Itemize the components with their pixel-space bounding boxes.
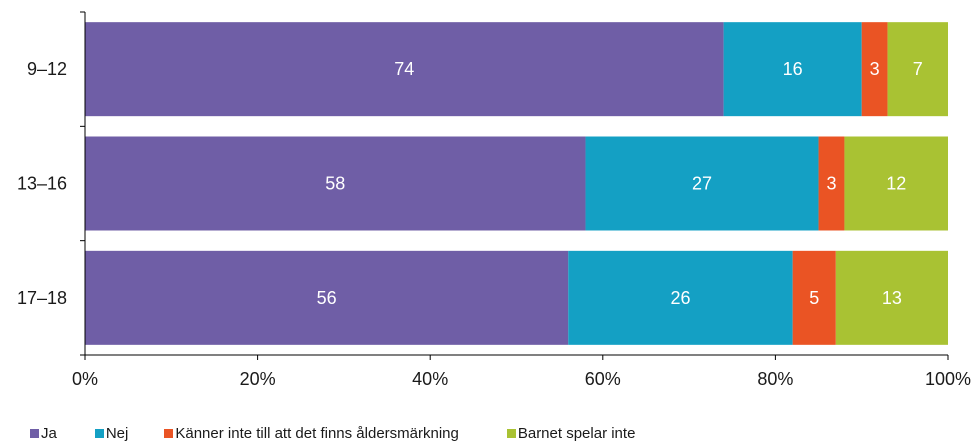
data-label-3-1: 56 xyxy=(317,288,337,308)
legend-label-1: Ja xyxy=(41,424,57,442)
data-label-3-4: 13 xyxy=(882,288,902,308)
data-label-2-1: 58 xyxy=(325,174,345,194)
bar-segment-3-4 xyxy=(835,250,948,345)
data-label-2-3: 3 xyxy=(826,174,836,194)
legend-swatch-1 xyxy=(30,428,39,438)
bar-segment-3-1 xyxy=(85,250,569,345)
legend-swatch-2 xyxy=(94,428,104,438)
x-tick-label-0: 0% xyxy=(72,369,98,389)
data-label-1-2: 16 xyxy=(783,59,803,79)
bar-segment-1-1 xyxy=(85,22,724,117)
bar-segment-3-2 xyxy=(568,250,793,345)
category-label-2: 13–16 xyxy=(17,174,67,194)
x-tick-label-3: 60% xyxy=(585,369,621,389)
legend-label-4: Barnet spelar inte xyxy=(517,424,636,442)
data-label-1-4: 7 xyxy=(913,59,923,79)
legend: Ja Nej Känner inte till att det finns ålde… xyxy=(30,424,635,442)
legend-label-3: Känner inte till att det finns åldersmär… xyxy=(175,424,459,442)
legend-item-1: Ja xyxy=(30,425,57,442)
category-label-1: 9–12 xyxy=(27,59,67,79)
axes: 9–12 13–16 17–18 0% 20% 40% 60% 80% 100% xyxy=(17,11,971,389)
bar-segment-2-1 xyxy=(85,136,586,231)
bar-segment-1-2 xyxy=(723,22,862,117)
data-label-2-2: 27 xyxy=(692,174,712,194)
data-label-1-1: 74 xyxy=(394,59,414,79)
legend-item-2: Nej xyxy=(94,424,129,442)
legend-item-4: Barnet spelar inte xyxy=(506,424,636,442)
x-tick-label-4: 80% xyxy=(757,369,793,389)
data-label-1-3: 3 xyxy=(870,59,880,79)
data-label-2-4: 12 xyxy=(886,174,906,194)
bar-segment-2-3 xyxy=(818,136,845,231)
category-label-3: 17–18 xyxy=(17,288,67,308)
bar-segment-3-3 xyxy=(792,250,836,345)
x-tick-label-5: 100% xyxy=(925,369,971,389)
legend-swatch-3 xyxy=(164,428,174,438)
data-label-3-3: 5 xyxy=(809,288,819,308)
bar-segment-2-4 xyxy=(844,136,948,231)
data-label-3-2: 26 xyxy=(670,288,690,308)
bar-segment-1-4 xyxy=(887,22,948,117)
x-tick-label-2: 40% xyxy=(412,369,448,389)
bar-segment-1-3 xyxy=(861,22,888,117)
x-tick-label-1: 20% xyxy=(240,369,276,389)
bar-segment-2-2 xyxy=(585,136,819,231)
legend-item-3: Känner inte till att det finns åldersmär… xyxy=(164,424,459,442)
legend-swatch-4 xyxy=(506,428,516,438)
legend-label-2: Nej xyxy=(105,424,129,442)
